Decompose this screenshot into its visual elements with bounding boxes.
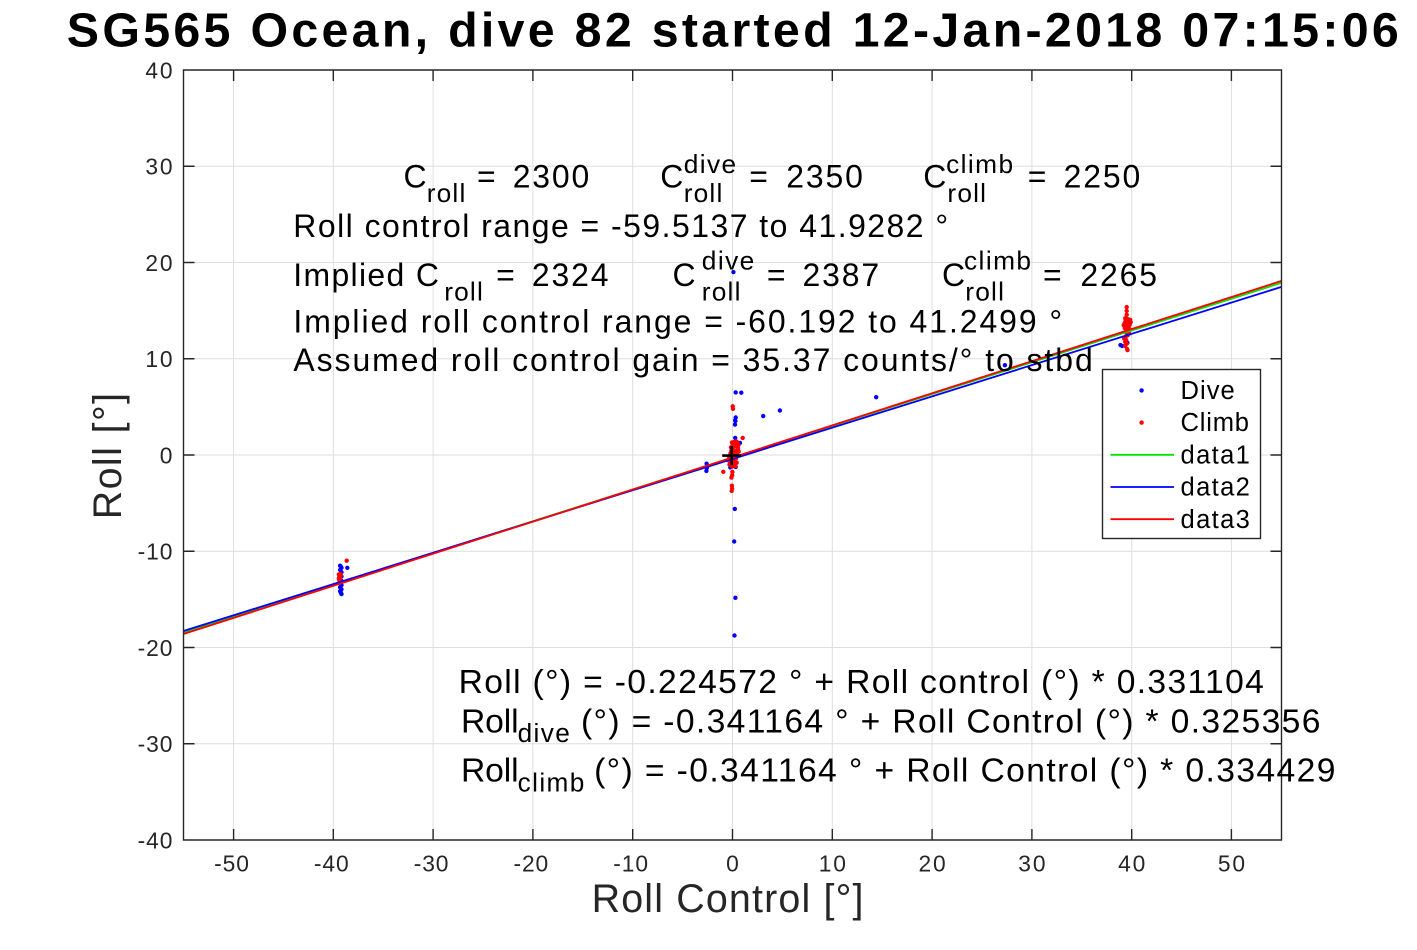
- svg-text:=: =: [1043, 257, 1062, 293]
- svg-text:climb: climb: [964, 246, 1032, 276]
- svg-text:C: C: [942, 257, 965, 293]
- svg-text:roll: roll: [427, 178, 467, 208]
- svg-text:=: =: [767, 257, 786, 293]
- svg-text:Implied C: Implied C: [293, 257, 440, 293]
- svg-text:dive: dive: [702, 246, 756, 276]
- svg-text:30: 30: [145, 154, 174, 180]
- svg-text:Roll (°) = -0.224572 ° + Roll: Roll (°) = -0.224572 ° + Roll control (°…: [459, 664, 1266, 701]
- svg-text:-40: -40: [138, 827, 174, 853]
- svg-text:(°) = -0.341164 ° + Roll Contr: (°) = -0.341164 ° + Roll Control (°) * 0…: [594, 753, 1337, 790]
- svg-text:Roll [°]: Roll [°]: [86, 391, 130, 519]
- svg-text:dive: dive: [518, 718, 572, 748]
- svg-text:40: 40: [145, 57, 174, 83]
- svg-text:climb: climb: [518, 768, 586, 798]
- svg-text:2300: 2300: [513, 158, 591, 194]
- svg-text:Implied roll control range = -: Implied roll control range = -60.192 to …: [293, 304, 1064, 340]
- svg-text:2265: 2265: [1080, 257, 1158, 293]
- svg-text:-20: -20: [138, 635, 174, 661]
- svg-text:Roll: Roll: [461, 703, 518, 740]
- svg-text:-40: -40: [314, 851, 350, 877]
- svg-text:climb: climb: [946, 149, 1014, 179]
- svg-text:-20: -20: [513, 851, 549, 877]
- svg-text:0: 0: [726, 851, 739, 877]
- svg-text:roll: roll: [702, 277, 742, 307]
- svg-text:=: =: [496, 257, 515, 293]
- svg-text:Roll Control [°]: Roll Control [°]: [592, 877, 865, 921]
- svg-text:40: 40: [1118, 851, 1147, 877]
- svg-text:C: C: [673, 257, 696, 293]
- svg-text:Roll control range = -59.5137: Roll control range = -59.5137 to 41.9282…: [293, 208, 949, 244]
- svg-text:data3: data3: [1181, 506, 1252, 534]
- svg-text:=: =: [749, 158, 768, 194]
- svg-text:Climb: Climb: [1181, 409, 1250, 437]
- svg-text:-30: -30: [414, 851, 450, 877]
- svg-text:-10: -10: [138, 539, 174, 565]
- svg-text:20: 20: [918, 851, 947, 877]
- svg-text:roll: roll: [444, 277, 484, 307]
- svg-text:roll: roll: [965, 277, 1005, 307]
- svg-text:20: 20: [145, 250, 174, 276]
- svg-text:dive: dive: [684, 149, 738, 179]
- svg-text:10: 10: [819, 851, 848, 877]
- svg-text:2250: 2250: [1064, 158, 1142, 194]
- svg-text:50: 50: [1218, 851, 1247, 877]
- svg-text:-50: -50: [214, 851, 250, 877]
- svg-text:C: C: [660, 158, 683, 194]
- svg-text:Dive: Dive: [1181, 377, 1236, 405]
- svg-text:SG565 Ocean, dive 82 started 1: SG565 Ocean, dive 82 started 12-Jan-2018…: [67, 4, 1402, 58]
- svg-text:C: C: [923, 158, 946, 194]
- svg-text:roll: roll: [684, 178, 724, 208]
- svg-text:2350: 2350: [786, 158, 864, 194]
- svg-text:(°) = -0.341164 ° + Roll Contr: (°) = -0.341164 ° + Roll Control (°) * 0…: [581, 703, 1322, 740]
- svg-text:roll: roll: [947, 178, 987, 208]
- svg-text:=: =: [1028, 158, 1047, 194]
- svg-text:30: 30: [1018, 851, 1047, 877]
- svg-text:0: 0: [160, 442, 173, 468]
- svg-text:Roll: Roll: [461, 753, 518, 790]
- svg-text:Assumed roll control gain = 35: Assumed roll control gain = 35.37 counts…: [293, 342, 1094, 378]
- svg-text:2387: 2387: [803, 257, 881, 293]
- svg-text:C: C: [404, 158, 427, 194]
- svg-text:2324: 2324: [532, 257, 610, 293]
- svg-text:-30: -30: [138, 731, 174, 757]
- svg-text:-10: -10: [613, 851, 649, 877]
- svg-text:=: =: [477, 158, 496, 194]
- svg-text:10: 10: [145, 346, 174, 372]
- svg-text:data1: data1: [1181, 441, 1252, 469]
- svg-text:data2: data2: [1181, 474, 1252, 502]
